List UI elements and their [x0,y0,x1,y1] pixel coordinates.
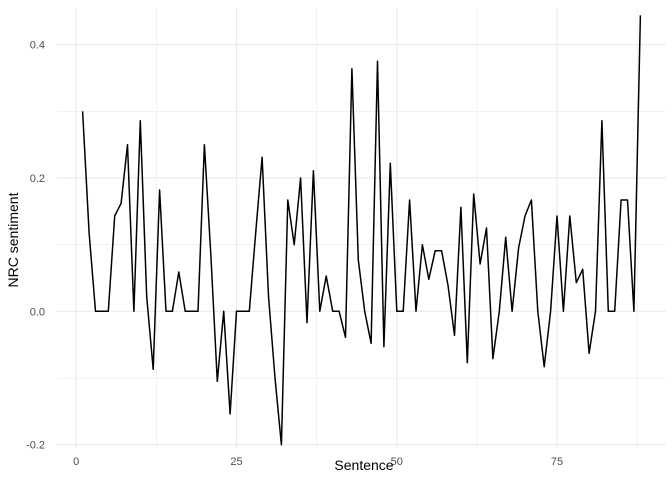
x-axis-ticks: 0 25 50 75 [73,456,563,468]
x-axis-title: Sentence [334,457,393,473]
sentiment-series-line [81,15,642,446]
x-tick-label: 50 [391,456,403,468]
y-tick-label: 0.0 [30,306,45,318]
x-tick-label: 25 [230,456,242,468]
y-tick-label: 0.4 [30,40,45,52]
y-axis-title: NRC sentiment [5,192,21,287]
x-tick-label: 75 [551,456,563,468]
x-tick-label: 0 [73,456,79,468]
y-axis-ticks: -0.2 0.0 0.2 0.4 [26,40,45,452]
y-tick-label: -0.2 [26,440,45,452]
grid-lines [57,8,666,448]
y-tick-label: 0.2 [30,173,45,185]
